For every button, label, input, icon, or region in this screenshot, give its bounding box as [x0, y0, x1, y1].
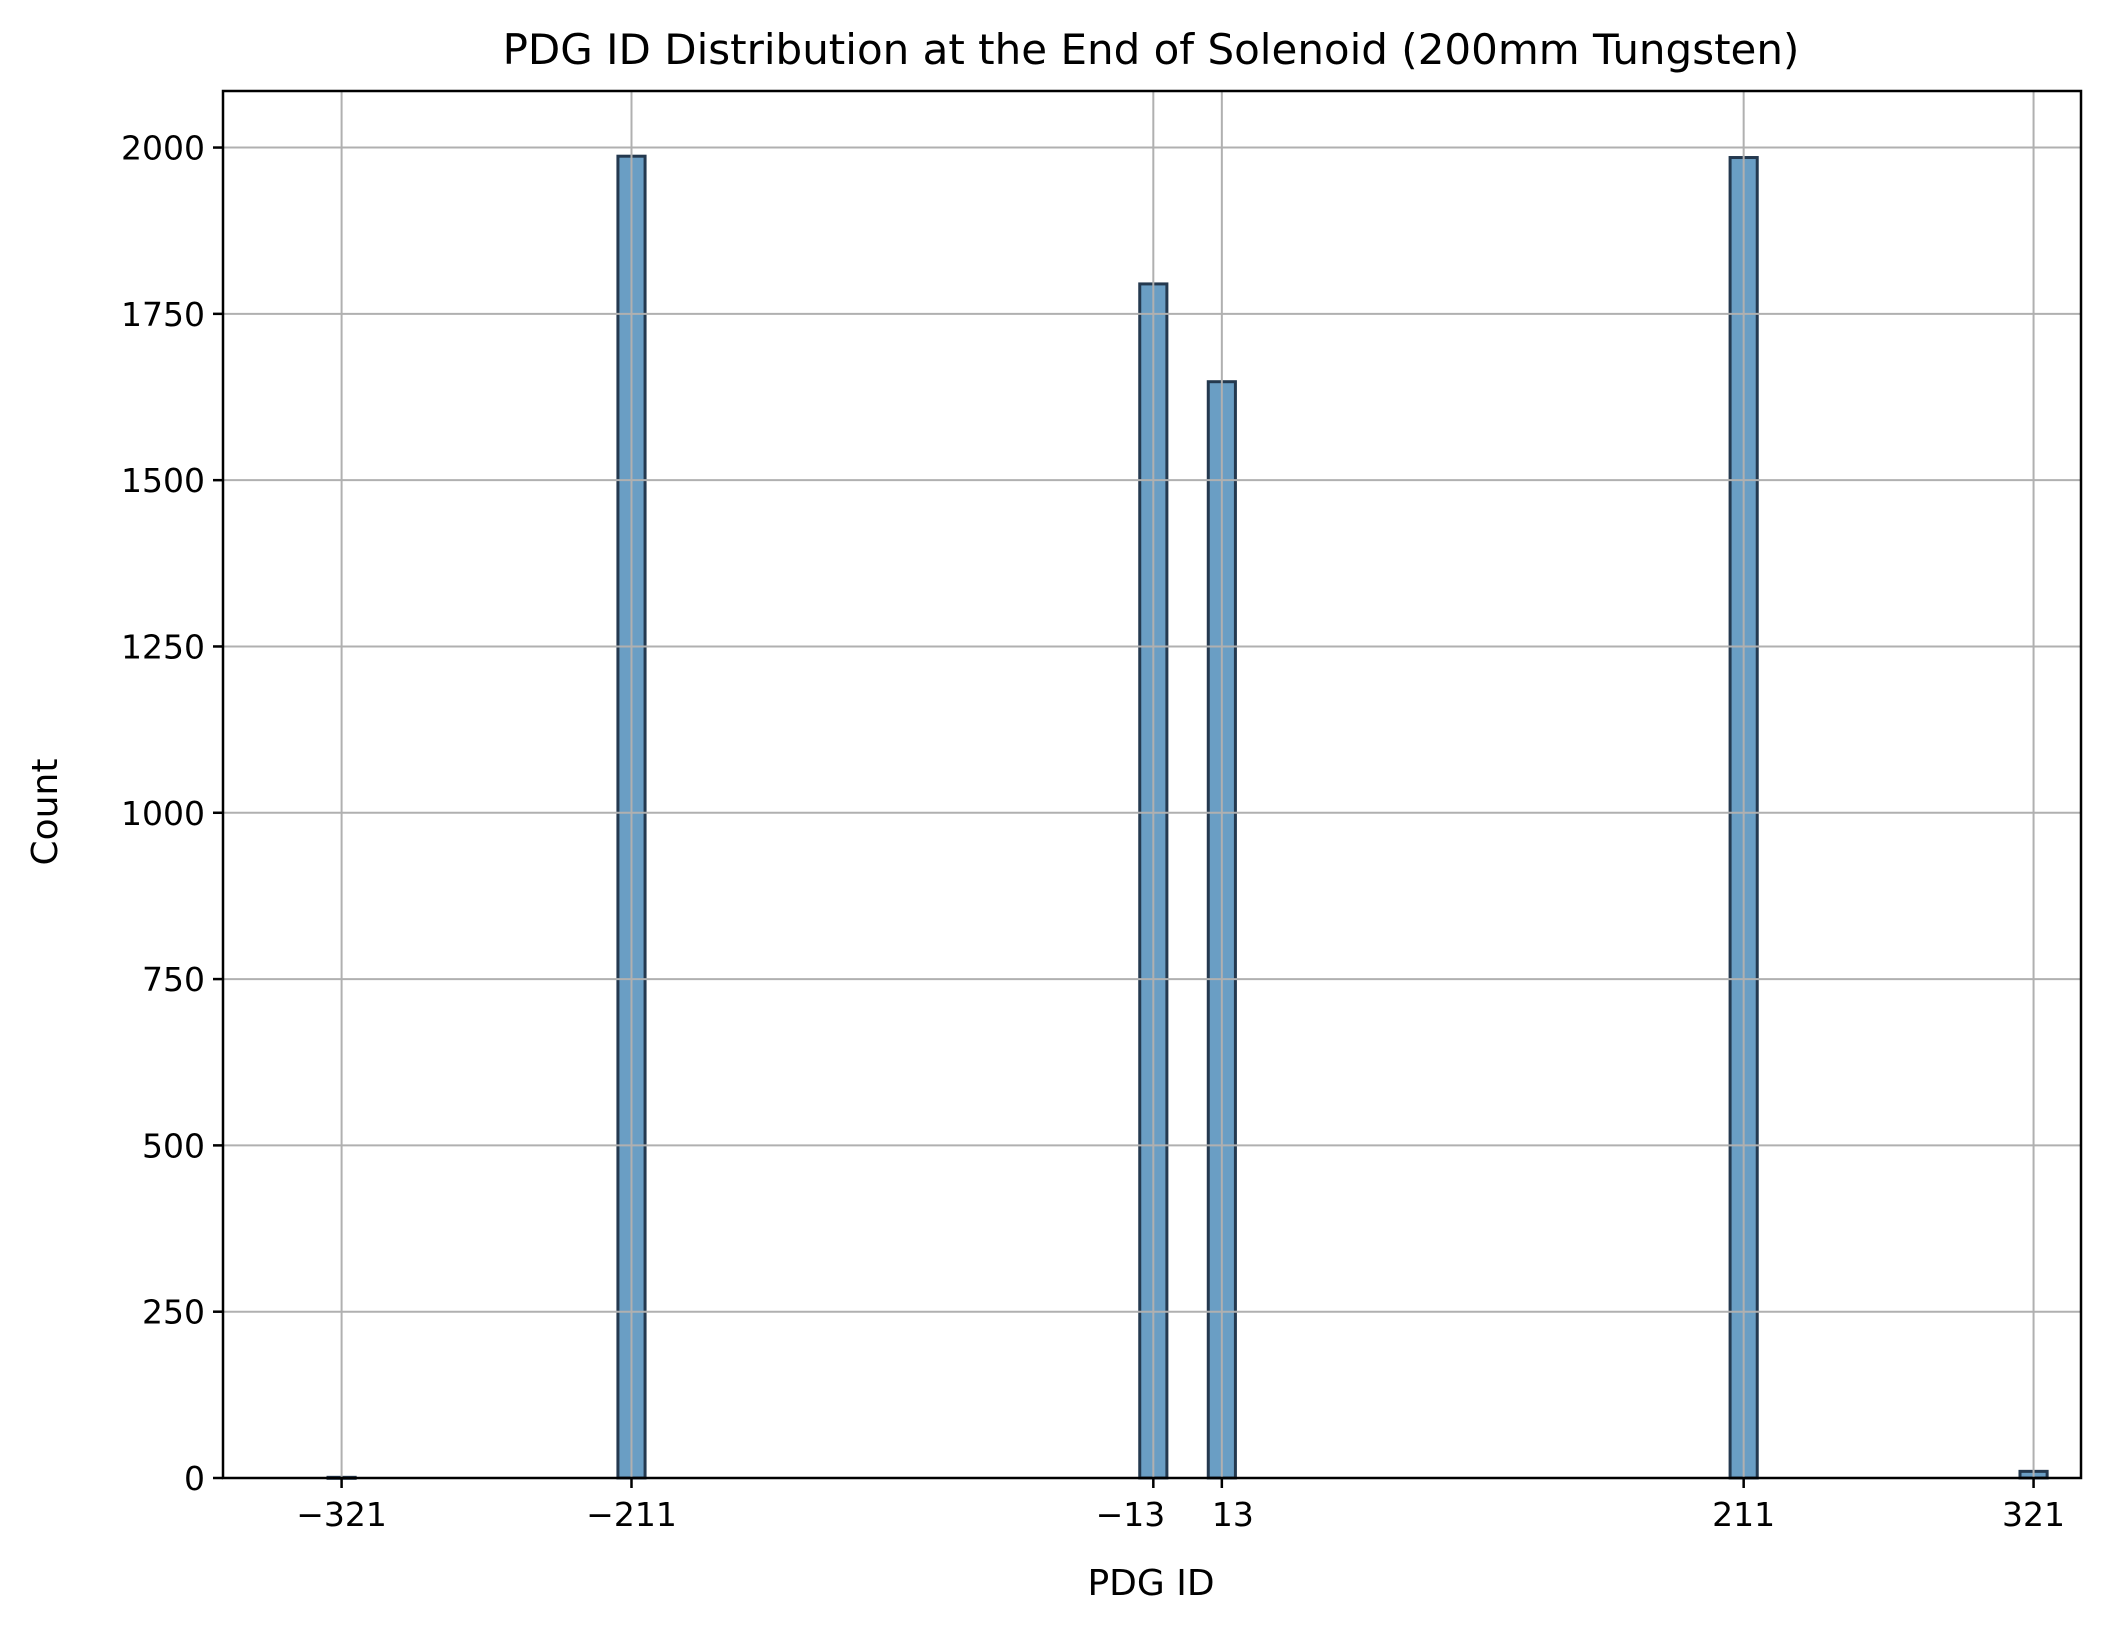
y-tick-label: 1250 — [121, 627, 205, 666]
y-tick-label: 1500 — [121, 461, 205, 500]
y-tick-label: 750 — [142, 960, 205, 999]
y-tick-label: 1750 — [121, 295, 205, 334]
x-tick-label: 321 — [2002, 1495, 2065, 1534]
y-axis-label: Count — [25, 759, 66, 866]
y-tick-label: 2000 — [121, 129, 205, 168]
x-tick-label: −321 — [296, 1495, 387, 1534]
x-axis-label: PDG ID — [1087, 1563, 1214, 1604]
chart-title: PDG ID Distribution at the End of Soleno… — [503, 25, 1800, 74]
y-tick-label: 0 — [184, 1459, 205, 1498]
x-tick-label: 13 — [1212, 1495, 1254, 1534]
y-tick-label: 250 — [142, 1293, 205, 1332]
axes-frame — [221, 89, 2083, 1480]
y-tick-label: 1000 — [121, 794, 205, 833]
x-tick-label: −13 — [1096, 1495, 1166, 1534]
x-tick-label: −211 — [586, 1495, 677, 1534]
plot-area: 0 250 500 750 1000 1250 1500 1750 2000 −321 −211 −1… — [121, 89, 2083, 1534]
y-tick-label: 500 — [142, 1126, 205, 1165]
x-tick-label: 211 — [1712, 1495, 1775, 1534]
